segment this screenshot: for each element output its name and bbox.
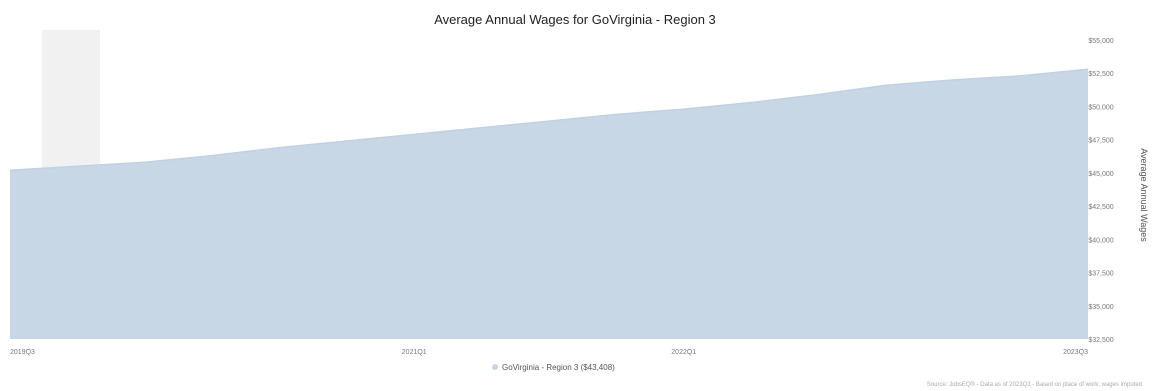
- x-tick-label: 2019Q3: [10, 349, 35, 356]
- legend-marker-icon: [492, 364, 498, 370]
- x-tick-label: 2022Q1: [671, 349, 696, 356]
- y-tick-label: $50,000: [1088, 104, 1113, 111]
- series-line: [9, 68, 1089, 171]
- x-tick-label: 2021Q1: [402, 349, 427, 356]
- y-axis-ticks: $32,500 $35,000 $37,500 $40,000 $42,500 $45,0…: [1088, 38, 1113, 344]
- legend[interactable]: GoVirginia - Region 3 ($43,408): [492, 363, 615, 372]
- series-area[interactable]: [10, 69, 1088, 339]
- y-tick-label: $47,500: [1088, 138, 1113, 145]
- y-tick-label: $52,500: [1088, 71, 1113, 78]
- y-axis-label: Average Annual Wages: [1139, 148, 1149, 242]
- x-tick-label: 2023Q3: [1063, 349, 1088, 356]
- legend-item-label[interactable]: GoVirginia - Region 3 ($43,408): [502, 363, 615, 372]
- y-tick-label: $55,000: [1088, 38, 1113, 45]
- y-tick-label: $32,500: [1088, 337, 1113, 344]
- chart-title: Average Annual Wages for GoVirginia - Re…: [434, 12, 716, 27]
- y-tick-label: $35,000: [1088, 304, 1113, 311]
- chart-credits: Source: JobsEQ® - Data as of 2023Q3 - Ba…: [927, 381, 1142, 388]
- y-tick-label: $45,000: [1088, 171, 1113, 178]
- y-tick-label: $42,500: [1088, 204, 1113, 211]
- y-tick-label: $40,000: [1088, 237, 1113, 244]
- y-tick-label: $37,500: [1088, 271, 1113, 278]
- x-axis-ticks: 2019Q3 2021Q1 2022Q1 2023Q3: [10, 349, 1088, 356]
- series-area-layer: [9, 68, 1089, 339]
